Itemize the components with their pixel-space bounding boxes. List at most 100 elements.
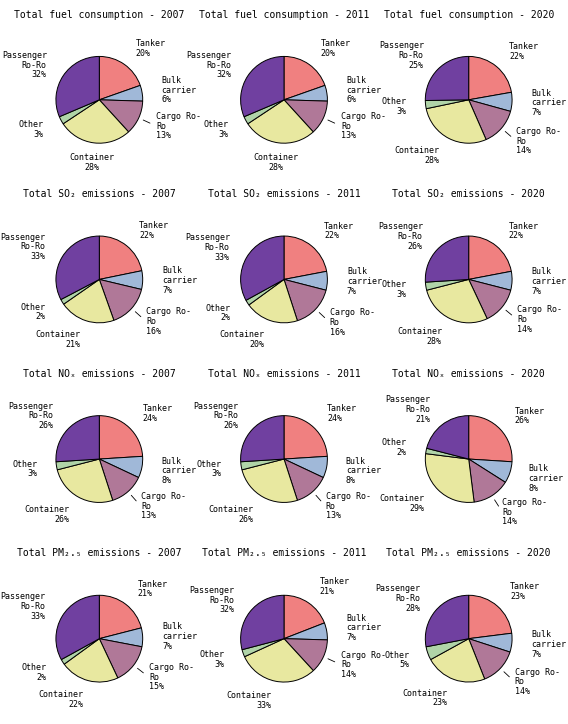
- Text: Container
28%: Container 28%: [254, 153, 299, 172]
- Wedge shape: [469, 639, 510, 679]
- Text: Other
2%: Other 2%: [21, 663, 46, 682]
- Wedge shape: [427, 279, 487, 323]
- Text: Passenger
Ro-Ro
33%: Passenger Ro-Ro 33%: [1, 232, 45, 261]
- Text: Cargo Ro-
Ro
13%: Cargo Ro- Ro 13%: [141, 492, 186, 521]
- Wedge shape: [284, 456, 327, 478]
- Wedge shape: [469, 236, 511, 279]
- Wedge shape: [469, 272, 512, 290]
- Text: Bulk
carrier
7%: Bulk carrier 7%: [346, 614, 381, 642]
- Text: Tanker
22%: Tanker 22%: [324, 222, 354, 240]
- Text: Container
29%: Container 29%: [379, 494, 424, 513]
- Text: Other
3%: Other 3%: [200, 650, 225, 669]
- Text: Cargo Ro-
Ro
13%: Cargo Ro- Ro 13%: [156, 112, 202, 140]
- Wedge shape: [469, 459, 506, 502]
- Text: Other
2%: Other 2%: [382, 438, 407, 457]
- Wedge shape: [284, 236, 327, 279]
- Wedge shape: [241, 459, 284, 470]
- Text: Cargo Ro-
Ro
14%: Cargo Ro- Ro 14%: [516, 127, 561, 155]
- Text: Other
2%: Other 2%: [206, 304, 231, 322]
- Wedge shape: [99, 236, 142, 279]
- Wedge shape: [99, 459, 139, 500]
- Wedge shape: [469, 459, 512, 482]
- Wedge shape: [469, 595, 512, 639]
- Text: Bulk
carrier
8%: Bulk carrier 8%: [528, 464, 563, 493]
- Wedge shape: [56, 416, 99, 462]
- Title: Total fuel consumption - 2007: Total fuel consumption - 2007: [14, 9, 185, 20]
- Text: Container
28%: Container 28%: [69, 153, 114, 172]
- Wedge shape: [241, 416, 284, 462]
- Text: Bulk
carrier
8%: Bulk carrier 8%: [161, 457, 196, 485]
- Text: Bulk
carrier
7%: Bulk carrier 7%: [532, 267, 566, 295]
- Title: Total PM₂.₅ emissions - 2011: Total PM₂.₅ emissions - 2011: [202, 548, 366, 558]
- Wedge shape: [469, 92, 512, 111]
- Wedge shape: [241, 595, 284, 649]
- Wedge shape: [99, 595, 141, 639]
- Wedge shape: [64, 279, 114, 323]
- Wedge shape: [56, 595, 99, 660]
- Text: Cargo Ro-
Ro
14%: Cargo Ro- Ro 14%: [341, 651, 386, 679]
- Text: Other
3%: Other 3%: [381, 98, 406, 116]
- Text: Bulk
carrier
7%: Bulk carrier 7%: [347, 267, 382, 295]
- Text: Cargo Ro-
Ro
14%: Cargo Ro- Ro 14%: [503, 498, 548, 526]
- Title: Total SO₂ emissions - 2011: Total SO₂ emissions - 2011: [208, 189, 360, 199]
- Text: Passenger
Ro-Ro
25%: Passenger Ro-Ro 25%: [379, 41, 424, 70]
- Wedge shape: [427, 416, 469, 459]
- Text: Bulk
carrier
7%: Bulk carrier 7%: [162, 623, 197, 651]
- Wedge shape: [284, 272, 327, 290]
- Text: Passenger
Ro-Ro
33%: Passenger Ro-Ro 33%: [185, 233, 230, 261]
- Title: Total fuel consumption - 2020: Total fuel consumption - 2020: [383, 9, 554, 20]
- Title: Total NOₓ emissions - 2007: Total NOₓ emissions - 2007: [23, 369, 176, 379]
- Wedge shape: [425, 100, 469, 109]
- Wedge shape: [469, 634, 512, 652]
- Text: Other
3%: Other 3%: [382, 280, 407, 298]
- Text: Tanker
20%: Tanker 20%: [136, 39, 166, 58]
- Wedge shape: [56, 459, 99, 470]
- Wedge shape: [425, 595, 469, 647]
- Wedge shape: [246, 279, 284, 305]
- Text: Passenger
Ro-Ro
32%: Passenger Ro-Ro 32%: [186, 51, 232, 79]
- Wedge shape: [425, 448, 469, 459]
- Wedge shape: [242, 639, 284, 657]
- Text: Tanker
23%: Tanker 23%: [510, 582, 540, 601]
- Wedge shape: [99, 85, 143, 101]
- Text: Passenger
Ro-Ro
26%: Passenger Ro-Ro 26%: [378, 222, 423, 251]
- Text: Bulk
carrier
7%: Bulk carrier 7%: [162, 266, 197, 295]
- Text: Tanker
24%: Tanker 24%: [327, 404, 357, 423]
- Wedge shape: [99, 100, 143, 132]
- Text: Tanker
26%: Tanker 26%: [515, 407, 545, 425]
- Text: Cargo Ro-
Ro
16%: Cargo Ro- Ro 16%: [330, 308, 375, 337]
- Wedge shape: [241, 56, 284, 117]
- Wedge shape: [469, 279, 511, 319]
- Title: Total fuel consumption - 2011: Total fuel consumption - 2011: [199, 9, 369, 20]
- Text: Other
5%: Other 5%: [385, 651, 410, 669]
- Wedge shape: [99, 628, 143, 647]
- Text: Tanker
24%: Tanker 24%: [143, 404, 172, 423]
- Text: Container
26%: Container 26%: [24, 505, 69, 523]
- Text: Other
3%: Other 3%: [203, 120, 228, 139]
- Wedge shape: [99, 456, 143, 478]
- Text: Container
23%: Container 23%: [402, 689, 448, 707]
- Text: Tanker
21%: Tanker 21%: [320, 577, 349, 596]
- Text: Passenger
Ro-Ro
32%: Passenger Ro-Ro 32%: [189, 586, 234, 615]
- Wedge shape: [248, 100, 313, 143]
- Wedge shape: [284, 416, 327, 459]
- Text: Other
2%: Other 2%: [20, 303, 45, 321]
- Wedge shape: [244, 100, 284, 124]
- Wedge shape: [425, 279, 469, 290]
- Wedge shape: [469, 56, 511, 100]
- Text: Passenger
Ro-Ro
32%: Passenger Ro-Ro 32%: [2, 51, 47, 79]
- Text: Bulk
carrier
7%: Bulk carrier 7%: [531, 631, 566, 659]
- Title: Total SO₂ emissions - 2020: Total SO₂ emissions - 2020: [392, 189, 545, 199]
- Text: Cargo Ro-
Ro
15%: Cargo Ro- Ro 15%: [149, 663, 194, 691]
- Wedge shape: [99, 416, 143, 459]
- Wedge shape: [284, 595, 324, 639]
- Text: Container
21%: Container 21%: [35, 330, 80, 349]
- Text: Container
22%: Container 22%: [39, 690, 83, 709]
- Wedge shape: [431, 639, 485, 682]
- Wedge shape: [426, 100, 486, 143]
- Wedge shape: [57, 459, 112, 502]
- Wedge shape: [64, 639, 118, 682]
- Text: Bulk
carrier
7%: Bulk carrier 7%: [532, 88, 566, 117]
- Wedge shape: [249, 279, 298, 323]
- Text: Passenger
Ro-Ro
33%: Passenger Ro-Ro 33%: [0, 592, 45, 621]
